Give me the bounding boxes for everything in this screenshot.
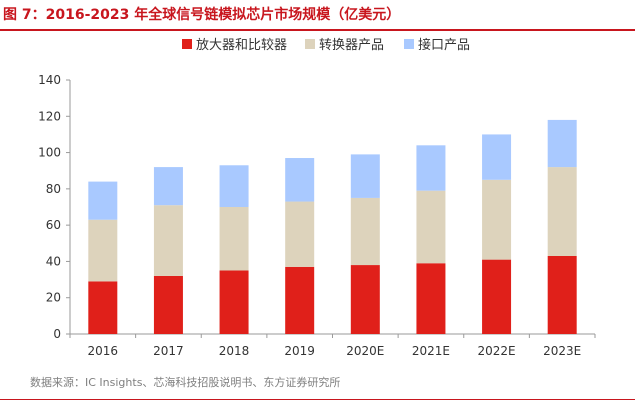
x-tick-label: 2021E <box>412 344 450 358</box>
bar-interface-2023E <box>547 119 577 168</box>
y-tick-label: 60 <box>46 218 61 232</box>
bar-amplifier-2021E <box>416 263 446 334</box>
y-tick-label: 100 <box>38 146 61 160</box>
bar-amplifier-2023E <box>547 255 577 334</box>
bar-interface-2020E <box>350 154 380 198</box>
source-note: 数据来源：IC Insights、芯海科技招股说明书、东方证券研究所 <box>30 376 341 389</box>
bar-amplifier-2020E <box>350 265 380 334</box>
x-tick-label: 2020E <box>346 344 384 358</box>
legend-label: 接口产品 <box>418 37 470 53</box>
bar-converter-2020E <box>350 197 380 266</box>
bar-converter-2023E <box>547 167 577 256</box>
y-tick-label: 40 <box>46 254 61 268</box>
x-tick-label: 2023E <box>543 344 581 358</box>
x-tick-label: 2016 <box>88 344 119 358</box>
bar-converter-2021E <box>416 190 446 264</box>
bar-interface-2018 <box>219 165 249 207</box>
bar-interface-2019 <box>285 158 315 202</box>
x-tick-label: 2019 <box>284 344 315 358</box>
legend-swatch <box>182 39 192 49</box>
bar-converter-2017 <box>153 205 183 276</box>
bar-amplifier-2022E <box>482 259 512 334</box>
bar-amplifier-2016 <box>88 281 118 334</box>
bar-converter-2022E <box>482 179 512 260</box>
bar-interface-2016 <box>88 181 118 220</box>
bar-amplifier-2017 <box>153 275 183 334</box>
legend-swatch <box>404 39 414 49</box>
bar-amplifier-2019 <box>285 266 315 334</box>
x-tick-label: 2022E <box>478 344 516 358</box>
bar-converter-2019 <box>285 201 315 267</box>
bar-converter-2016 <box>88 219 118 282</box>
legend-swatch <box>305 39 315 49</box>
y-tick-label: 140 <box>38 73 61 87</box>
y-tick-label: 20 <box>46 291 61 305</box>
bar-interface-2017 <box>153 167 183 206</box>
y-tick-label: 80 <box>46 182 61 196</box>
legend-label: 转换器产品 <box>319 38 384 53</box>
bar-interface-2022E <box>482 134 512 180</box>
x-tick-label: 2017 <box>153 344 184 358</box>
chart-title: 图 7：2016-2023 年全球信号链模拟芯片市场规模（亿美元） <box>3 7 401 23</box>
x-tick-label: 2018 <box>219 344 250 358</box>
bar-interface-2021E <box>416 145 446 191</box>
y-tick-label: 120 <box>38 109 61 123</box>
title-underline <box>0 29 635 31</box>
y-tick-label: 0 <box>53 327 61 341</box>
bar-amplifier-2018 <box>219 270 249 334</box>
legend-label: 放大器和比较器 <box>196 38 287 53</box>
bottom-rule <box>0 399 635 400</box>
bar-converter-2018 <box>219 207 249 271</box>
